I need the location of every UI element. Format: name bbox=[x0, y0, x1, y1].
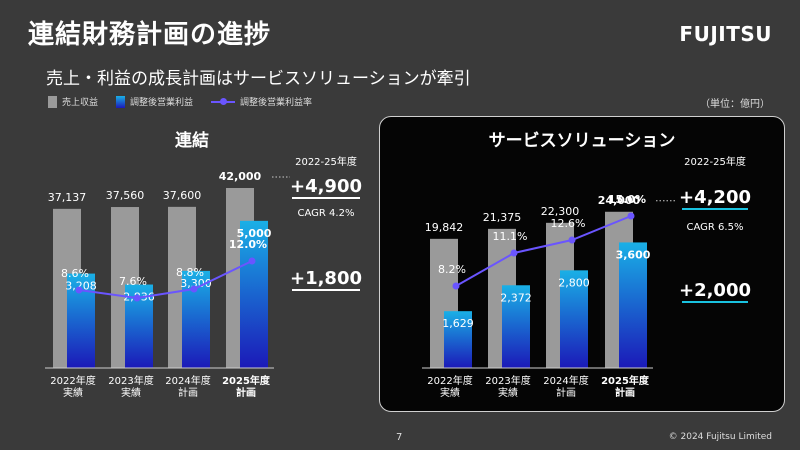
consolidated-revenue-label: 37,137 bbox=[48, 191, 87, 204]
consolidated-category-label: 計画 bbox=[236, 386, 256, 399]
service-profit-underline bbox=[682, 301, 748, 303]
service-revenue-label: 19,842 bbox=[425, 221, 464, 234]
legend-item-profit: 調整後営業利益 bbox=[116, 95, 193, 108]
service-profit-bar bbox=[560, 270, 588, 368]
consolidated-chart-title: 連結 bbox=[175, 130, 209, 151]
service-profit-label: 1,629 bbox=[442, 317, 474, 330]
consolidated-profit-increase: +1,800 bbox=[290, 268, 362, 289]
legend-label-margin: 調整後営業利益率 bbox=[240, 98, 313, 108]
consolidated-margin-point bbox=[75, 286, 83, 294]
service-margin-point bbox=[452, 282, 460, 290]
consolidated-profit-label: 3,208 bbox=[65, 280, 97, 293]
legend-label-revenue: 売上収益 bbox=[62, 98, 99, 108]
consolidated-revenue-increase: +4,900 bbox=[290, 176, 362, 197]
service-profit-bar bbox=[444, 311, 472, 368]
consolidated-margin-label: 12.0% bbox=[229, 238, 267, 251]
service-revenue-underline bbox=[682, 208, 748, 210]
service-margin-point bbox=[627, 212, 635, 220]
legend-item-revenue: 売上収益 bbox=[48, 95, 98, 108]
service-profit-label: 3,600 bbox=[616, 248, 651, 261]
page-number: 7 bbox=[396, 432, 403, 443]
consolidated-margin-line bbox=[78, 260, 253, 300]
consolidated-category-label: 計画 bbox=[178, 386, 198, 399]
consolidated-profit-bar bbox=[240, 220, 268, 368]
service-profit-label: 2,372 bbox=[500, 291, 532, 304]
chart-legend: 売上収益 調整後営業利益 調整後営業利益率 bbox=[48, 95, 312, 108]
margin-line-swatch bbox=[211, 97, 236, 105]
consolidated-category-label: 2025年度 bbox=[222, 374, 271, 387]
revenue-swatch bbox=[48, 95, 57, 108]
service-revenue-increase: +4,200 bbox=[679, 187, 751, 208]
consolidated-category-label: 実績 bbox=[121, 386, 141, 399]
copyright: © 2024 Fujitsu Limited bbox=[668, 432, 772, 442]
service-profit-bar bbox=[619, 242, 647, 368]
unit-note: （単位：億円） bbox=[700, 99, 770, 110]
consolidated-revenue-label: 37,600 bbox=[163, 189, 202, 202]
service-category-label: 実績 bbox=[440, 386, 460, 399]
consolidated-margin-label: 7.6% bbox=[119, 275, 147, 288]
service-profit-bar bbox=[502, 285, 530, 368]
profit-swatch bbox=[116, 95, 126, 108]
page-subtitle: 売上・利益の成長計画はサービスソリューションが牽引 bbox=[46, 69, 471, 89]
consolidated-revenue-label: 42,000 bbox=[219, 170, 262, 183]
consolidated-cagr: CAGR 4.2% bbox=[298, 208, 355, 219]
service-category-label: 実績 bbox=[498, 386, 518, 399]
consolidated-profit-label: 5,000 bbox=[237, 227, 272, 240]
consolidated-margin-point bbox=[133, 294, 141, 302]
service-revenue-label: 22,300 bbox=[541, 205, 580, 218]
service-profit-increase: +2,000 bbox=[679, 280, 751, 301]
consolidated-category-label: 2024年度 bbox=[165, 374, 210, 387]
service-revenue-label: 21,375 bbox=[483, 211, 522, 224]
consolidated-category-label: 2023年度 bbox=[108, 374, 153, 387]
consolidated-margin-label: 8.6% bbox=[61, 267, 89, 280]
service-revenue-label: 24,000 bbox=[598, 194, 641, 207]
service-margin-label: 12.6% bbox=[551, 217, 586, 230]
service-category-label: 2025年度 bbox=[601, 374, 650, 387]
service-margin-point bbox=[568, 236, 576, 244]
service-margin-point bbox=[510, 249, 518, 257]
service-category-label: 計画 bbox=[556, 386, 576, 399]
consolidated-margin-point bbox=[248, 257, 256, 265]
consolidated-profit-label: 3,300 bbox=[180, 277, 212, 290]
consolidated-profit-underline bbox=[292, 289, 360, 291]
service-category-label: 2024年度 bbox=[543, 374, 588, 387]
page-title: 連結財務計画の進捗 bbox=[28, 20, 272, 50]
legend-item-margin: 調整後営業利益率 bbox=[211, 95, 312, 108]
service-profit-label: 2,800 bbox=[558, 276, 590, 289]
service-category-label: 2022年度 bbox=[427, 374, 472, 387]
service-category-label: 2023年度 bbox=[485, 374, 530, 387]
service-cagr: CAGR 6.5% bbox=[687, 222, 744, 233]
consolidated-period-label: 2022-25年度 bbox=[295, 155, 357, 168]
service-category-label: 計画 bbox=[615, 386, 635, 399]
consolidated-revenue-label: 37,560 bbox=[106, 189, 145, 202]
service-margin-label: 11.1% bbox=[493, 230, 528, 243]
consolidated-category-label: 2022年度 bbox=[50, 374, 95, 387]
service-chart-title: サービスソリューション bbox=[489, 131, 676, 151]
consolidated-margin-point bbox=[190, 285, 198, 293]
service-margin-label: 8.2% bbox=[438, 263, 466, 276]
fujitsu-logo: FUJITSU bbox=[679, 22, 772, 46]
service-margin-line bbox=[455, 215, 632, 287]
consolidated-revenue-underline bbox=[292, 197, 360, 199]
consolidated-category-label: 実績 bbox=[63, 386, 83, 399]
service-margin-label: 15.0% bbox=[608, 193, 646, 206]
service-period-label: 2022-25年度 bbox=[684, 155, 746, 168]
consolidated-margin-label: 8.8% bbox=[176, 266, 204, 279]
legend-label-profit: 調整後営業利益 bbox=[130, 98, 194, 108]
